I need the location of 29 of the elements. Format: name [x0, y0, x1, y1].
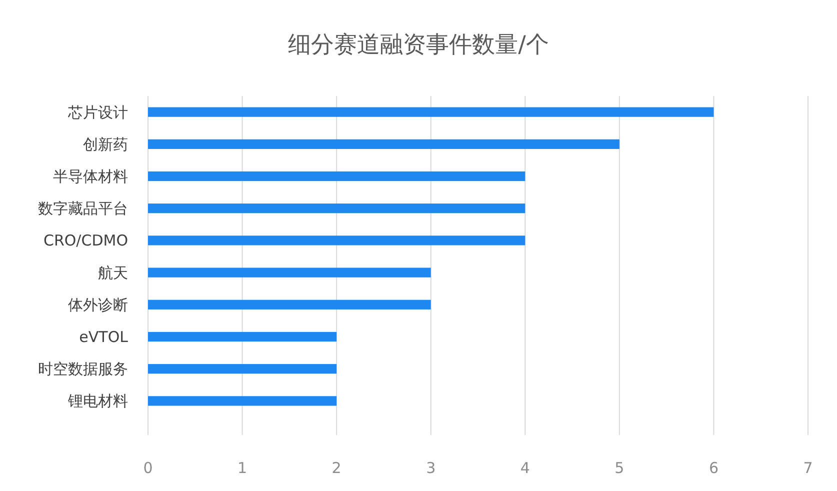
- bar: [148, 236, 526, 246]
- y-tick-label: 航天: [98, 264, 128, 282]
- bar: [148, 332, 337, 342]
- y-tick-label: CRO/CDMO: [43, 232, 128, 250]
- y-tick-label: 芯片设计: [67, 103, 128, 122]
- y-tick-label: 时空数据服务: [38, 360, 128, 378]
- bar: [148, 171, 526, 182]
- bar: [148, 139, 620, 149]
- x-tick-label: 3: [426, 459, 436, 477]
- bar: [148, 396, 337, 406]
- y-tick-label: 体外诊断: [68, 296, 128, 314]
- x-tick-label: 2: [332, 459, 342, 477]
- y-tick-label: 锂电材料: [67, 392, 128, 410]
- bar: [148, 204, 526, 214]
- y-tick-label: 半导体材料: [53, 168, 128, 186]
- chart-title: 细分赛道融资事件数量/个: [288, 32, 549, 58]
- x-tick-label: 6: [708, 459, 718, 477]
- x-tick-label: 0: [143, 459, 153, 477]
- bar: [148, 107, 714, 117]
- bar: [148, 300, 431, 310]
- x-tick-label: 4: [520, 459, 530, 477]
- bar: [148, 364, 337, 374]
- x-tick-label: 7: [803, 459, 813, 477]
- y-tick-label: eVTOL: [79, 328, 129, 346]
- x-tick-label: 1: [238, 459, 248, 477]
- x-tick-label: 5: [614, 459, 624, 477]
- bar: [148, 268, 431, 278]
- y-tick-label: 创新药: [83, 135, 128, 154]
- y-tick-label: 数字藏品平台: [38, 200, 128, 218]
